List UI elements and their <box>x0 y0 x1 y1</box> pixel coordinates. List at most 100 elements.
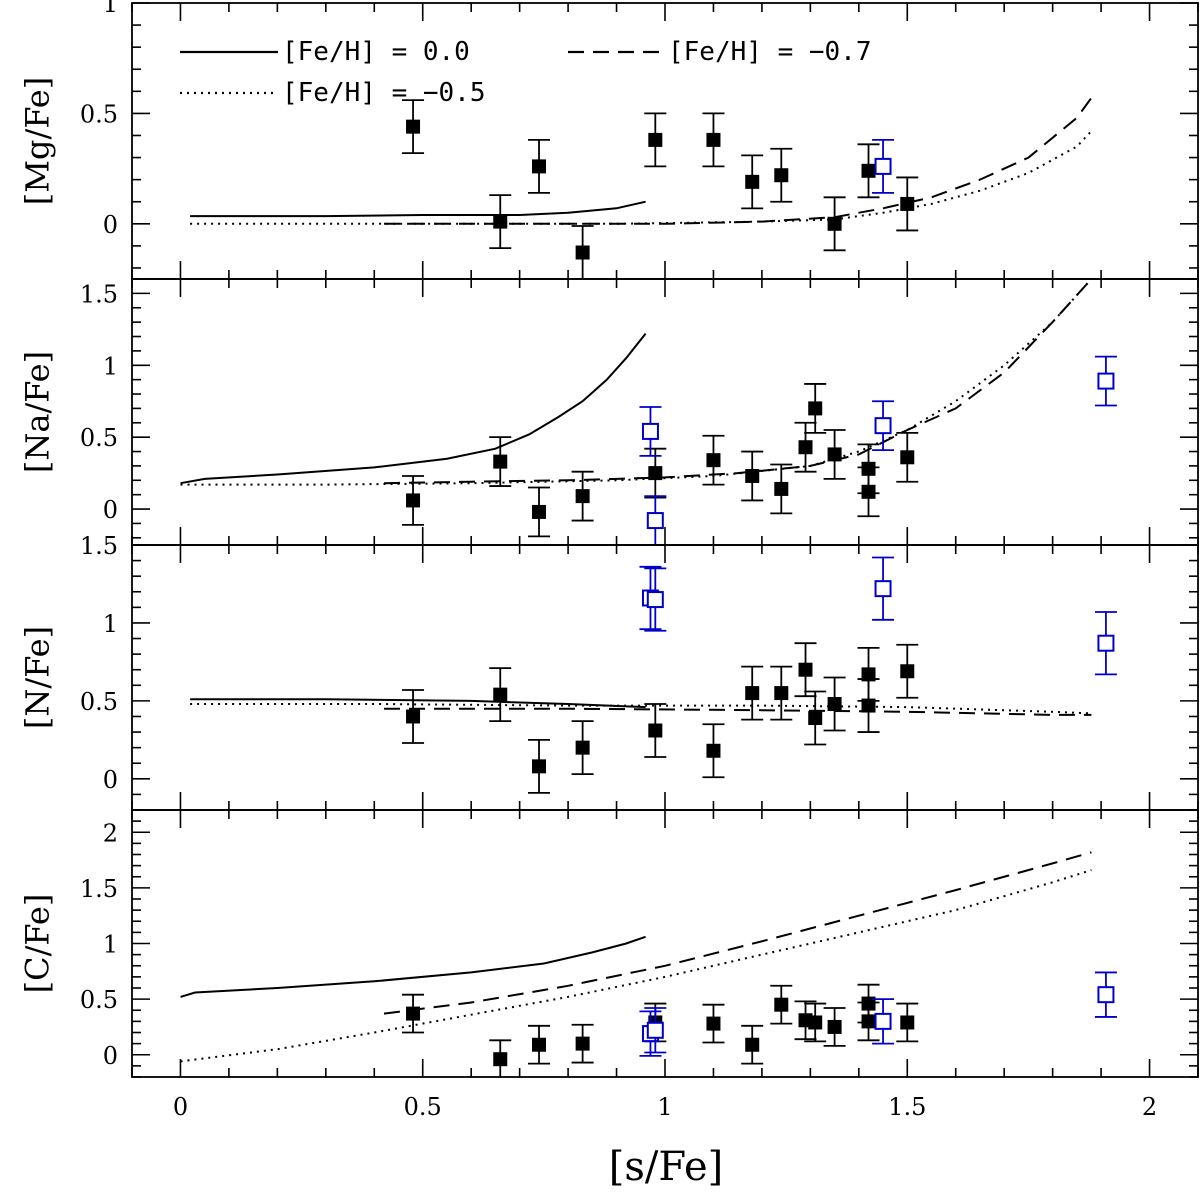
filled-point <box>900 664 915 679</box>
filled-point <box>575 740 590 755</box>
open-point <box>1097 986 1115 1004</box>
filled-point <box>745 686 760 701</box>
y-tick-label: 1.5 <box>80 532 118 560</box>
filled-point <box>532 759 547 774</box>
data-points <box>402 971 1117 1077</box>
y-tick-label: 0 <box>103 211 118 239</box>
filled-point <box>900 196 915 211</box>
data-points <box>402 355 1117 545</box>
model-curve-dashed <box>383 851 1092 1015</box>
y-tick-label: 0 <box>103 1042 118 1070</box>
filled-point <box>493 1052 508 1067</box>
open-point <box>646 1021 664 1039</box>
filled-point <box>745 1037 760 1052</box>
model-curve-dotted <box>190 703 1092 715</box>
y-tick-label: 1.5 <box>80 875 118 903</box>
filled-point <box>706 743 721 758</box>
open-point <box>646 591 664 609</box>
filled-point <box>745 174 760 189</box>
filled-point <box>648 466 663 481</box>
model-curves <box>190 97 1093 225</box>
model-curve-dashed <box>383 279 1093 485</box>
panel-frame <box>131 544 1199 811</box>
model-curve-solid <box>180 332 647 485</box>
legend-label-dotted: [Fe/H] = −0.5 <box>282 78 486 108</box>
filled-point <box>406 119 421 134</box>
y-axis-label: [C/Fe] <box>19 894 57 994</box>
filled-point <box>532 159 547 174</box>
data-points <box>402 99 919 279</box>
y-tick-label: 1.5 <box>80 280 118 308</box>
filled-point <box>798 440 813 455</box>
filled-point <box>861 484 876 499</box>
y-tick-label: 0.5 <box>80 688 118 716</box>
filled-point <box>774 168 789 183</box>
filled-point <box>861 1014 876 1029</box>
x-tick-label: 0 <box>173 1093 188 1121</box>
filled-point <box>861 698 876 713</box>
open-point <box>874 157 892 175</box>
model-curve-dotted <box>180 279 1093 486</box>
filled-point <box>493 687 508 702</box>
panel-3: 0 0.5 1 1.5 2 [C/Fe] 0 0.5 1 1.5 2 <box>19 809 1199 1121</box>
panel-0: 0 0.5 1 [Mg/Fe] <box>19 0 1199 280</box>
y-tick-label: 0 <box>103 496 118 524</box>
filled-point <box>706 132 721 147</box>
filled-point <box>808 401 823 416</box>
filled-point <box>827 1019 842 1034</box>
y-axis-label: [N/Fe] <box>19 626 57 729</box>
x-tick-label: 2 <box>1142 1093 1157 1121</box>
model-curve-dotted <box>190 130 1093 225</box>
filled-point <box>493 214 508 229</box>
filled-point <box>808 711 823 726</box>
model-curve-dashed <box>384 707 1092 716</box>
filled-point <box>900 1015 915 1030</box>
filled-point <box>827 697 842 711</box>
filled-point <box>406 709 421 724</box>
open-point <box>646 512 664 530</box>
legend-label-solid: [Fe/H] = 0.0 <box>282 37 470 67</box>
filled-point <box>861 667 876 682</box>
filled-point <box>827 216 842 231</box>
open-point <box>874 580 892 598</box>
open-point <box>874 1012 892 1030</box>
y-tick-label: 0.5 <box>80 986 118 1014</box>
legend-label-dashed: [Fe/H] = −0.7 <box>668 37 872 67</box>
filled-point <box>861 163 876 178</box>
filled-point <box>900 450 915 465</box>
x-tick-label: 1.5 <box>888 1093 926 1121</box>
filled-point <box>808 1015 823 1030</box>
data-points <box>402 556 1117 794</box>
panel-frame <box>131 278 1199 546</box>
y-tick-label: 0 <box>103 766 118 794</box>
model-curves <box>190 698 1092 716</box>
filled-point <box>706 453 721 468</box>
filled-point <box>406 1006 421 1021</box>
y-tick-label: 0.5 <box>80 424 118 452</box>
y-axis-label: [Na/Fe] <box>19 351 57 473</box>
open-point <box>1097 634 1115 652</box>
x-tick-label: 1 <box>657 1093 672 1121</box>
y-tick-label: 1 <box>103 931 118 959</box>
y-tick-label: 1 <box>103 0 118 18</box>
filled-point <box>493 454 508 469</box>
filled-point <box>575 1036 590 1051</box>
filled-point <box>575 489 590 504</box>
y-tick-label: 1 <box>103 610 118 638</box>
panels: 0 0.5 1 [Mg/Fe] 0 0.5 1 1.5 [Na/Fe] 0 0.5 1 1.5 [N/Fe… <box>19 0 1199 1121</box>
filled-point <box>745 468 760 483</box>
filled-point <box>706 1016 721 1031</box>
panel-1: 0 0.5 1 1.5 [Na/Fe] <box>19 278 1199 546</box>
model-curve-solid <box>190 698 646 709</box>
filled-point <box>532 504 547 519</box>
y-tick-label: 1 <box>103 352 118 380</box>
model-curves <box>180 851 1092 1063</box>
filled-point <box>648 723 663 738</box>
open-point <box>874 417 892 435</box>
filled-point <box>648 132 663 147</box>
filled-point <box>575 245 590 260</box>
filled-point <box>774 481 789 496</box>
panel-frame <box>131 809 1199 1078</box>
model-curve-solid <box>180 935 646 998</box>
